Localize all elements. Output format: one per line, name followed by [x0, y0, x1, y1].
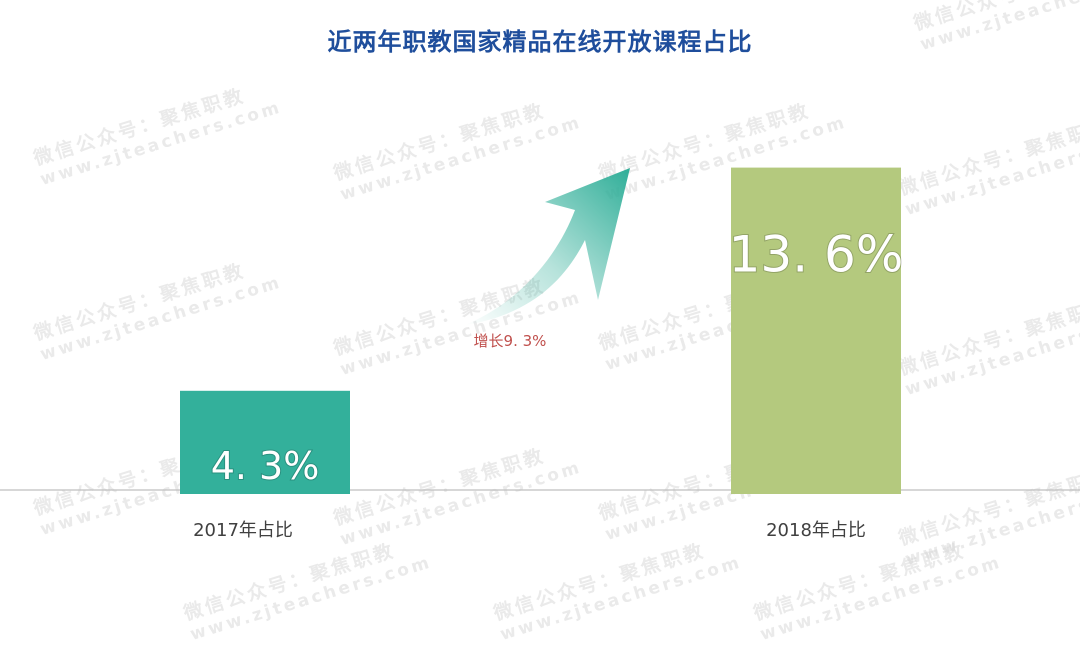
- bar-chart: 4. 3% 2017年占比 13. 6% 2018年占比 增长9. 3%: [0, 167, 1080, 541]
- growth-label: 增长9. 3%: [474, 332, 547, 350]
- category-label-1: 2017年占比: [193, 520, 293, 541]
- category-label-2: 2018年占比: [766, 520, 866, 541]
- value-label-1: 4. 3%: [211, 444, 320, 488]
- bar-1: [180, 390, 350, 494]
- bar-2: [731, 167, 901, 494]
- value-label-2: 13. 6%: [729, 226, 904, 284]
- growth-arrow: [465, 168, 630, 325]
- chart-title: 近两年职教国家精品在线开放课程占比: [327, 28, 753, 56]
